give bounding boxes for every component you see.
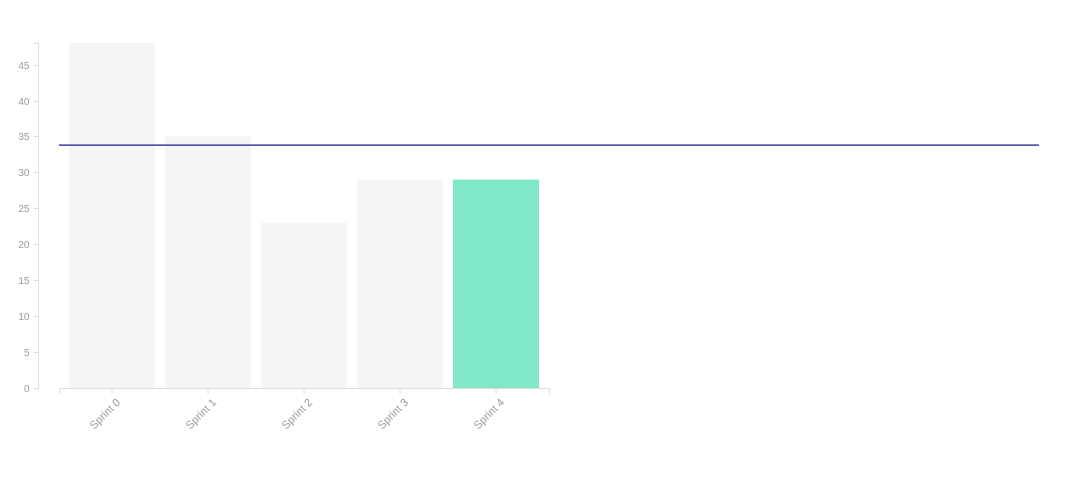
y-tick-label: 35 (18, 132, 30, 143)
x-axis: Sprint 0 Sprint 1 Sprint 2 Sprint 3 Sprint 4 (59, 388, 550, 432)
y-tick-label: 10 (18, 312, 30, 323)
y-axis: 0 5 10 15 20 25 30 35 40 45 (18, 43, 39, 395)
y-tick-label: 25 (18, 204, 30, 215)
y-tick-label: 30 (18, 168, 30, 179)
x-tick-label: Sprint 1 (184, 397, 219, 432)
y-tick-label: 40 (18, 97, 30, 108)
bar-sprint-3[interactable] (357, 179, 443, 388)
y-tick-label: 20 (18, 240, 30, 251)
y-tick-label: 5 (24, 348, 30, 359)
y-tick-label: 45 (18, 61, 30, 72)
bar-sprint-4[interactable] (453, 179, 539, 388)
y-tick-label: 0 (24, 384, 30, 395)
bars-group (69, 43, 539, 388)
x-tick-label: Sprint 0 (88, 397, 123, 432)
x-tick-label: Sprint 3 (376, 397, 411, 432)
x-tick-label: Sprint 4 (472, 397, 507, 432)
bar-sprint-0[interactable] (69, 43, 155, 388)
y-tick-label: 15 (18, 276, 30, 287)
x-tick-label: Sprint 2 (280, 397, 315, 432)
bar-sprint-1[interactable] (165, 136, 251, 388)
bar-sprint-2[interactable] (261, 222, 347, 388)
